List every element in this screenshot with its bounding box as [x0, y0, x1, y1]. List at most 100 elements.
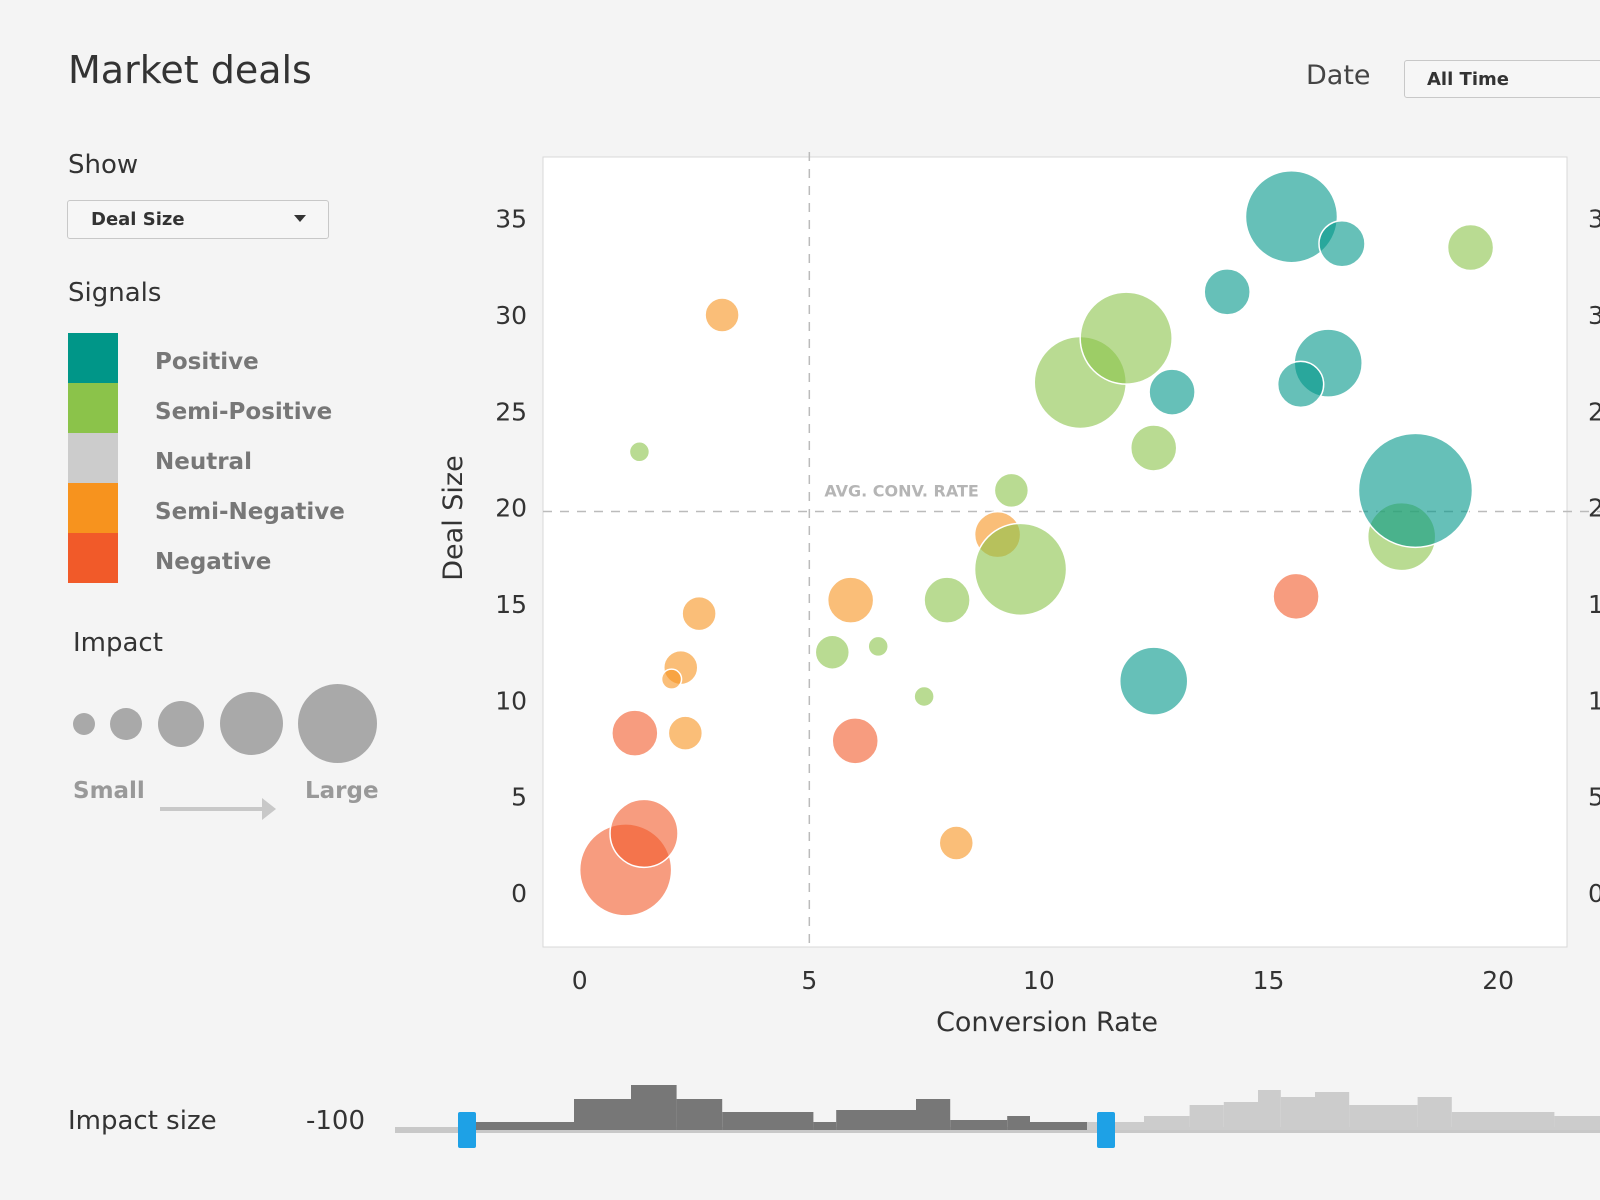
- bubble-point[interactable]: [938, 825, 975, 861]
- y-tick-label-right: 5: [1588, 783, 1600, 812]
- y-tick-label-right: 15: [1588, 590, 1600, 619]
- bubble-point[interactable]: [1244, 169, 1339, 264]
- legend-label-neutral[interactable]: Neutral: [155, 449, 252, 475]
- histogram-bar: [722, 1112, 814, 1130]
- bubble-point[interactable]: [611, 709, 659, 757]
- legend-swatch-semi-positive: [68, 383, 118, 433]
- y-tick-label: 0: [511, 879, 527, 908]
- legend-label-semi-negative[interactable]: Semi-Negative: [155, 499, 345, 525]
- bubble-point[interactable]: [667, 715, 704, 751]
- x-axis-ticks: 0 5 10 15 20: [572, 966, 1514, 995]
- impact-circle-xl: [298, 684, 377, 763]
- bubble-point[interactable]: [973, 522, 1068, 617]
- histogram-bar: [1223, 1102, 1258, 1130]
- impact-size-label: Impact size: [68, 1106, 217, 1136]
- x-axis-label: Conversion Rate: [936, 1007, 1158, 1038]
- y-axis-ticks-right: 0 5 10 15 20 25 30 35: [1588, 205, 1600, 908]
- bubble-point[interactable]: [1079, 291, 1173, 385]
- bubble-point[interactable]: [923, 576, 971, 624]
- bubble-point[interactable]: [826, 576, 875, 624]
- impact-circle-m: [158, 701, 204, 747]
- bubble-point[interactable]: [1276, 360, 1325, 409]
- histogram-bar: [676, 1099, 723, 1130]
- date-select[interactable]: All Time: [1404, 60, 1600, 98]
- y-tick-label-right: 20: [1588, 494, 1600, 523]
- show-select[interactable]: Deal Size: [67, 200, 329, 239]
- y-tick-label: 20: [495, 494, 527, 523]
- x-tick-label: 20: [1482, 966, 1514, 995]
- histogram-bars: [460, 1085, 1600, 1130]
- histogram-bar: [460, 1122, 574, 1130]
- bubble-point[interactable]: [1148, 368, 1196, 416]
- bubble-point[interactable]: [831, 717, 880, 765]
- histogram-bar: [1349, 1105, 1418, 1130]
- bubble-point[interactable]: [1446, 223, 1495, 272]
- show-label: Show: [68, 150, 139, 180]
- bubble-point[interactable]: [1203, 268, 1251, 316]
- impact-size-min: -100: [306, 1106, 366, 1136]
- bubbles: [578, 169, 1495, 917]
- histogram-bar: [1087, 1122, 1144, 1130]
- show-select-value: Deal Size: [91, 209, 185, 230]
- bubble-point[interactable]: [1318, 219, 1366, 268]
- bubble-point[interactable]: [1357, 432, 1474, 549]
- histogram-bar: [950, 1120, 1008, 1130]
- histogram-bar: [1258, 1090, 1281, 1130]
- y-tick-label-right: 0: [1588, 879, 1600, 908]
- caret-down-icon: [294, 215, 306, 222]
- bubble-point[interactable]: [681, 595, 717, 632]
- histogram-bar: [836, 1110, 916, 1130]
- y-tick-label: 5: [511, 783, 527, 812]
- y-tick-label: 10: [495, 686, 527, 715]
- bubble-chart: AVG. CONV. RATE 0 5 10 15 20 05101520253035 …: [438, 152, 1600, 1038]
- impact-label: Impact: [73, 628, 163, 658]
- range-handle-left[interactable]: [458, 1112, 477, 1148]
- range-handle-right[interactable]: [1096, 1112, 1115, 1148]
- histogram-bar: [1189, 1105, 1224, 1130]
- y-axis-ticks: 0 5 10 15 20 25 30 35: [495, 205, 527, 908]
- histogram-bar: [1144, 1116, 1190, 1130]
- y-tick-label: 35: [495, 205, 527, 234]
- page-title: Market deals: [68, 48, 312, 92]
- legend-label-negative[interactable]: Negative: [155, 549, 272, 575]
- y-tick-label: 15: [495, 590, 527, 619]
- date-label: Date: [1306, 60, 1371, 91]
- histogram-bar: [1030, 1122, 1087, 1130]
- bubble-point[interactable]: [704, 297, 740, 333]
- arrow-right-icon: [262, 798, 276, 820]
- bubble-point[interactable]: [913, 685, 935, 708]
- bubble-point[interactable]: [609, 798, 679, 869]
- y-tick-label-right: 10: [1588, 686, 1600, 715]
- histogram-bar: [1417, 1097, 1452, 1130]
- histogram-bar: [631, 1085, 677, 1130]
- histogram-bar: [1554, 1116, 1600, 1130]
- y-tick-label-right: 25: [1588, 397, 1600, 426]
- bubble-point[interactable]: [660, 668, 683, 690]
- histogram-bar: [813, 1122, 837, 1130]
- bubble-point[interactable]: [1272, 572, 1320, 621]
- bubble-point[interactable]: [814, 634, 851, 670]
- bubble-point[interactable]: [993, 472, 1030, 509]
- bubble-point[interactable]: [867, 635, 889, 658]
- bubble-point[interactable]: [628, 441, 651, 463]
- legend-swatch-neutral: [68, 433, 118, 483]
- bubble-point[interactable]: [1129, 424, 1178, 472]
- bubble-point[interactable]: [1118, 646, 1189, 716]
- histogram-bar: [1315, 1092, 1350, 1130]
- legend-label-semi-positive[interactable]: Semi-Positive: [155, 399, 333, 425]
- legend-swatch-negative: [68, 533, 118, 583]
- impact-arrow-line: [160, 807, 264, 811]
- avg-conv-rate-annotation: AVG. CONV. RATE: [824, 482, 978, 501]
- legend-label-positive[interactable]: Positive: [155, 349, 259, 375]
- legend-swatch-semi-negative: [68, 483, 118, 533]
- impact-large-label: Large: [305, 778, 379, 804]
- impact-circle-xs: [73, 713, 95, 735]
- x-tick-label: 10: [1023, 966, 1055, 995]
- y-tick-label: 25: [495, 397, 527, 426]
- x-tick-label: 15: [1253, 966, 1285, 995]
- histogram-bar: [574, 1099, 631, 1130]
- impact-small-label: Small: [73, 778, 145, 804]
- impact-circle-l: [220, 692, 283, 755]
- y-tick-label-right: 30: [1588, 301, 1600, 330]
